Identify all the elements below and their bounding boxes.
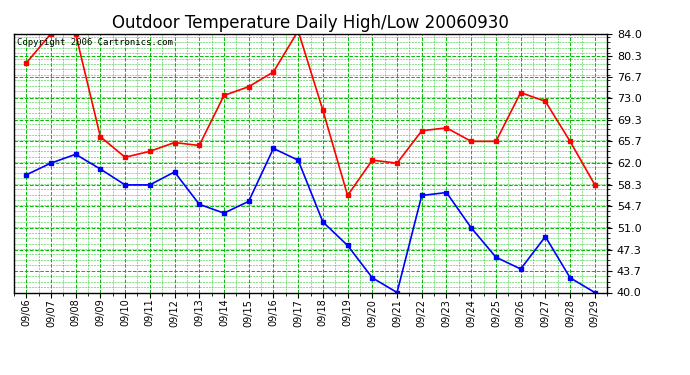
Text: Copyright 2006 Cartronics.com: Copyright 2006 Cartronics.com [17, 38, 172, 46]
Title: Outdoor Temperature Daily High/Low 20060930: Outdoor Temperature Daily High/Low 20060… [112, 14, 509, 32]
